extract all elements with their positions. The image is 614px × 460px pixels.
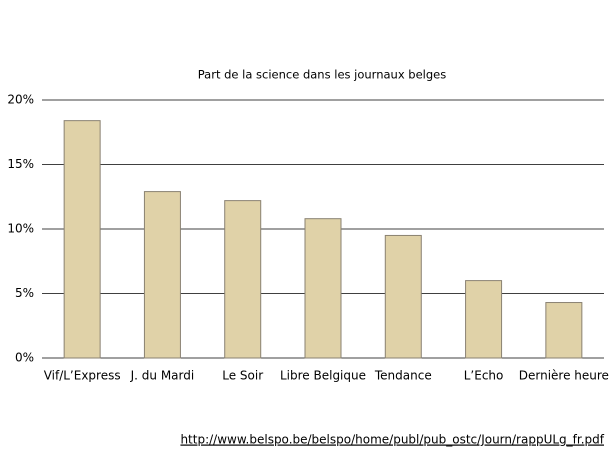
y-tick-label: 0% — [15, 351, 34, 365]
y-tick-label: 20% — [7, 93, 34, 107]
bar — [304, 218, 342, 359]
x-tick-label: Vif/L’Express — [44, 369, 121, 383]
x-tick-label: Le Soir — [222, 369, 263, 383]
chart-title: Part de la science dans les journaux bel… — [198, 68, 446, 82]
x-tick-label: Tendance — [374, 369, 432, 383]
bar — [143, 191, 181, 359]
x-tick-label: Libre Belgique — [280, 369, 366, 383]
x-tick-label: Dernière heure — [519, 369, 609, 383]
y-tick-label: 5% — [15, 286, 34, 300]
bar — [545, 302, 583, 359]
x-tick-label: J. du Mardi — [130, 369, 195, 383]
bar — [384, 234, 422, 359]
bar — [224, 200, 262, 359]
y-tick-label: 10% — [7, 222, 34, 236]
x-tick-label: L’Echo — [464, 369, 504, 383]
bar — [63, 120, 101, 359]
bar — [465, 280, 503, 359]
source-link[interactable]: http://www.belspo.be/belspo/home/publ/pu… — [180, 433, 604, 447]
y-tick-label: 15% — [7, 157, 34, 171]
